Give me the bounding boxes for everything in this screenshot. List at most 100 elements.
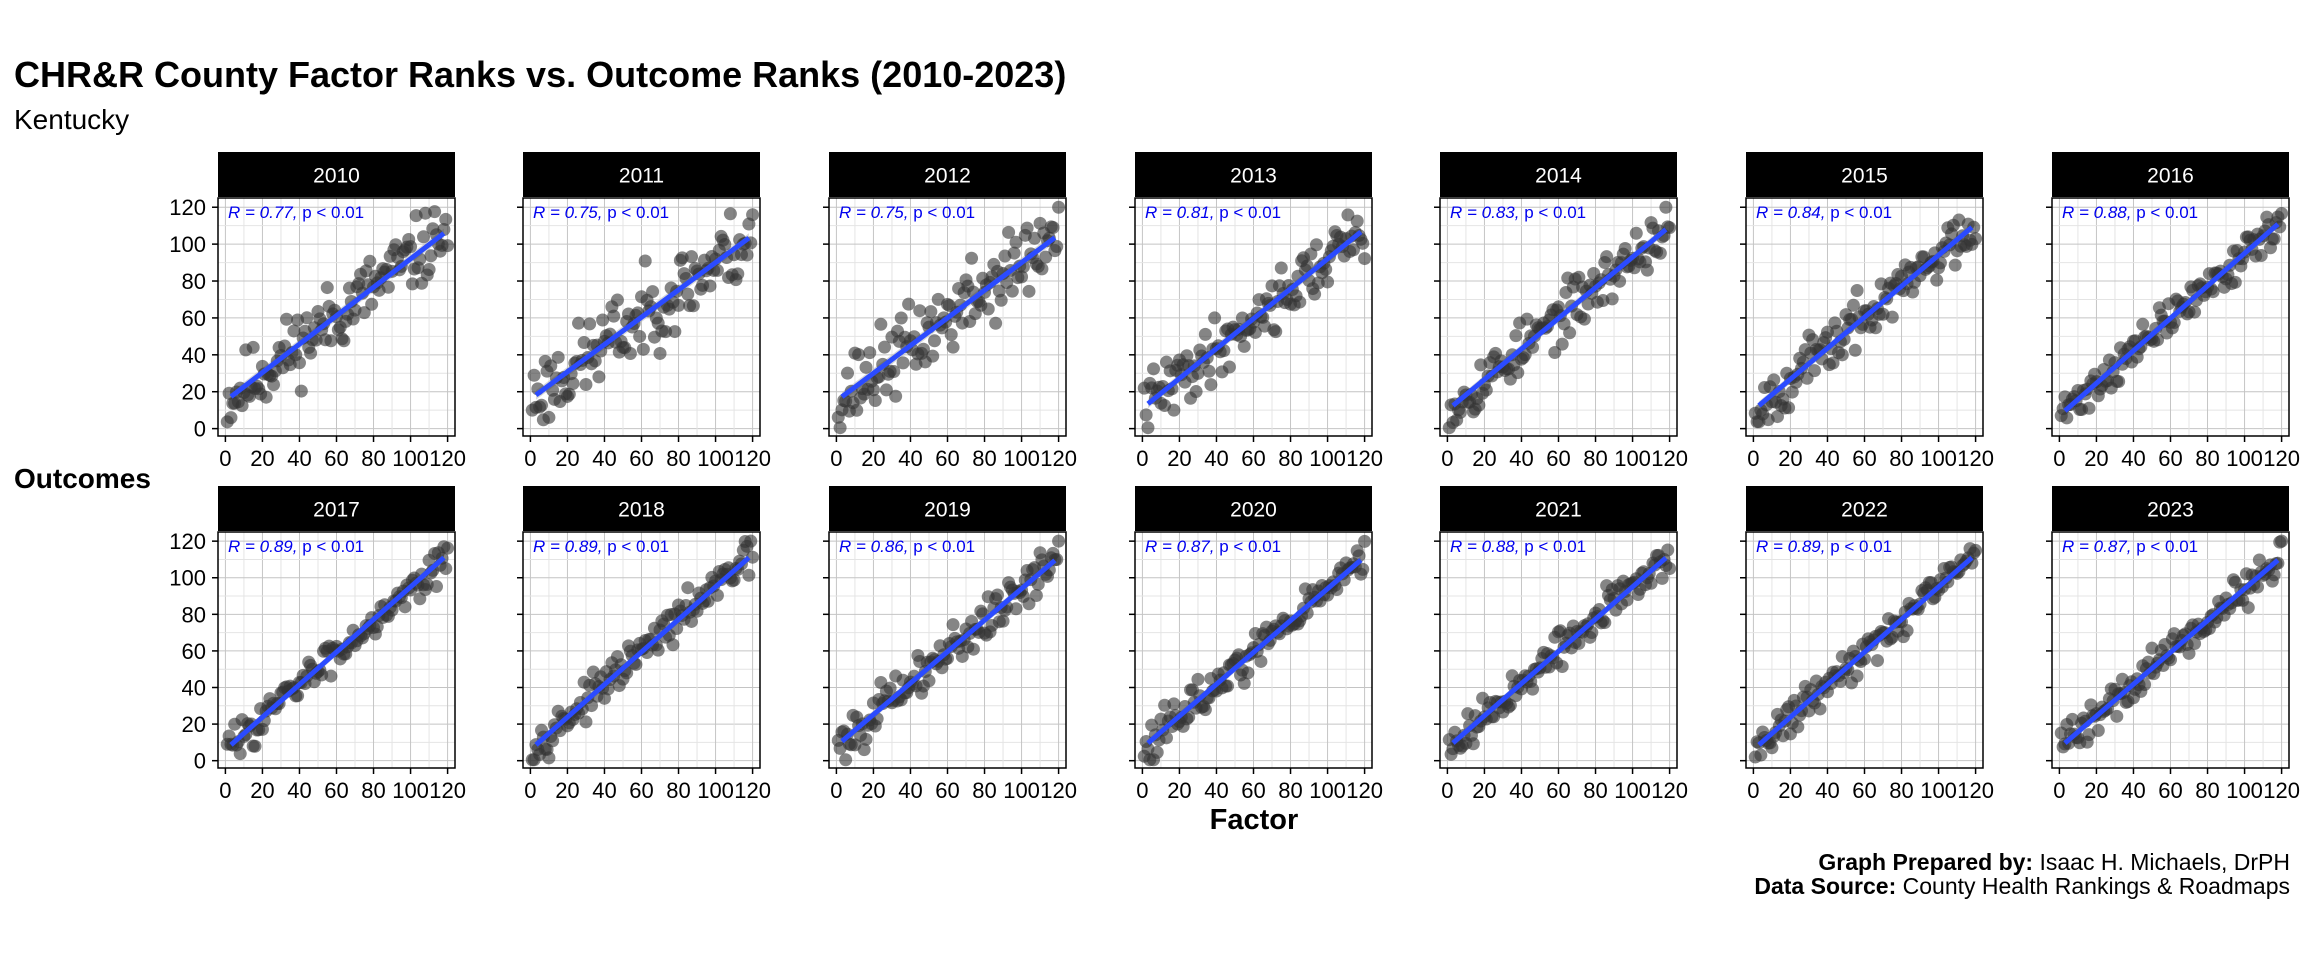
correlation-p: p < 0.01 — [913, 537, 975, 556]
data-point — [267, 378, 281, 392]
x-tick-label: 40 — [2121, 446, 2145, 471]
data-point — [1791, 720, 1805, 734]
x-tick-label: 80 — [361, 446, 385, 471]
data-point — [1167, 697, 1181, 711]
caption-source-label: Data Source: — [1754, 873, 1897, 899]
x-tick-label: 40 — [287, 778, 311, 803]
regression-line — [534, 235, 751, 398]
data-point — [1035, 262, 1049, 276]
data-point — [868, 394, 882, 408]
data-point — [583, 317, 597, 331]
data-point — [710, 588, 724, 602]
x-tick-label: 20 — [861, 446, 885, 471]
data-point — [659, 325, 673, 339]
data-point — [1555, 660, 1569, 674]
strip-label: 2016 — [2147, 165, 2194, 188]
caption-prepared-value: Isaac H. Michaels, DrPH — [2033, 849, 2290, 875]
data-point — [1022, 597, 1036, 611]
correlation-p: p < 0.01 — [607, 203, 669, 222]
data-point — [544, 359, 558, 373]
x-tick-label: 120 — [1651, 778, 1688, 803]
x-tick-label: 120 — [1957, 778, 1994, 803]
data-point — [1600, 250, 1614, 264]
x-tick-label: 60 — [2158, 778, 2182, 803]
y-tick-label: 60 — [182, 639, 206, 664]
data-point — [428, 205, 442, 219]
correlation-r: R = 0.89, — [533, 537, 607, 556]
data-point — [740, 248, 754, 262]
data-point — [1969, 543, 1983, 557]
correlation-p: p < 0.01 — [1524, 537, 1586, 556]
regression-line — [2063, 222, 2280, 413]
data-point — [859, 360, 873, 374]
x-tick-label: 20 — [2084, 446, 2108, 471]
data-point — [866, 383, 880, 397]
data-point — [718, 237, 732, 251]
data-point — [996, 614, 1010, 628]
data-point — [224, 411, 238, 425]
x-tick-label: 40 — [1509, 446, 1533, 471]
data-point — [879, 383, 893, 397]
data-point — [2275, 534, 2289, 548]
data-point — [2182, 646, 2196, 660]
x-tick-label: 100 — [1003, 446, 1040, 471]
data-point — [883, 681, 897, 695]
data-point — [646, 285, 660, 299]
data-point — [291, 689, 305, 703]
data-point — [1191, 672, 1205, 686]
data-point — [1885, 310, 1899, 324]
data-point — [841, 366, 855, 380]
x-tick-label: 100 — [1003, 778, 1040, 803]
strip-2019 — [829, 486, 1066, 531]
data-point — [1052, 534, 1066, 548]
regression-line — [1757, 555, 1974, 747]
strip-label: 2014 — [1535, 165, 1582, 188]
data-point — [1189, 385, 1203, 399]
data-point — [1308, 287, 1322, 301]
data-point — [850, 403, 864, 417]
x-tick-label: 120 — [1651, 446, 1688, 471]
data-point — [259, 390, 273, 404]
data-point — [292, 356, 306, 370]
data-point — [542, 410, 556, 424]
data-point — [1346, 243, 1360, 257]
data-point — [1644, 576, 1658, 590]
x-tick-label: 80 — [1889, 778, 1913, 803]
data-point — [878, 340, 892, 354]
data-point — [989, 316, 1003, 330]
y-tick-label: 100 — [169, 566, 206, 591]
data-point — [610, 293, 624, 307]
caption-prepared-label: Graph Prepared by: — [1818, 849, 2034, 875]
x-tick-label: 40 — [1815, 446, 1839, 471]
data-point — [1572, 270, 1586, 284]
data-point — [916, 342, 930, 356]
data-point — [1356, 562, 1370, 576]
data-point — [2082, 401, 2096, 415]
data-point — [863, 346, 877, 360]
data-point — [653, 346, 667, 360]
x-tick-label: 0 — [2053, 446, 2065, 471]
data-point — [1202, 364, 1216, 378]
x-tick-label: 100 — [2226, 446, 2263, 471]
data-point — [585, 699, 599, 713]
correlation-r: R = 0.75, — [839, 203, 913, 222]
data-point — [1509, 329, 1523, 343]
data-point — [1813, 702, 1827, 716]
data-point — [417, 230, 431, 244]
x-tick-label: 100 — [1920, 446, 1957, 471]
x-tick-label: 80 — [2195, 778, 2219, 803]
data-point — [857, 743, 871, 757]
data-point — [852, 348, 866, 362]
x-tick-label: 20 — [1778, 778, 1802, 803]
y-tick-label: 120 — [169, 529, 206, 554]
data-point — [566, 376, 580, 390]
data-point — [1022, 284, 1036, 298]
data-point — [666, 638, 680, 652]
data-point — [365, 297, 379, 311]
strip-2014 — [1440, 152, 1677, 197]
x-tick-label: 20 — [2084, 778, 2108, 803]
x-tick-label: 80 — [1889, 446, 1913, 471]
data-point — [1015, 270, 1029, 284]
data-point — [287, 324, 301, 338]
data-point — [1309, 238, 1323, 252]
